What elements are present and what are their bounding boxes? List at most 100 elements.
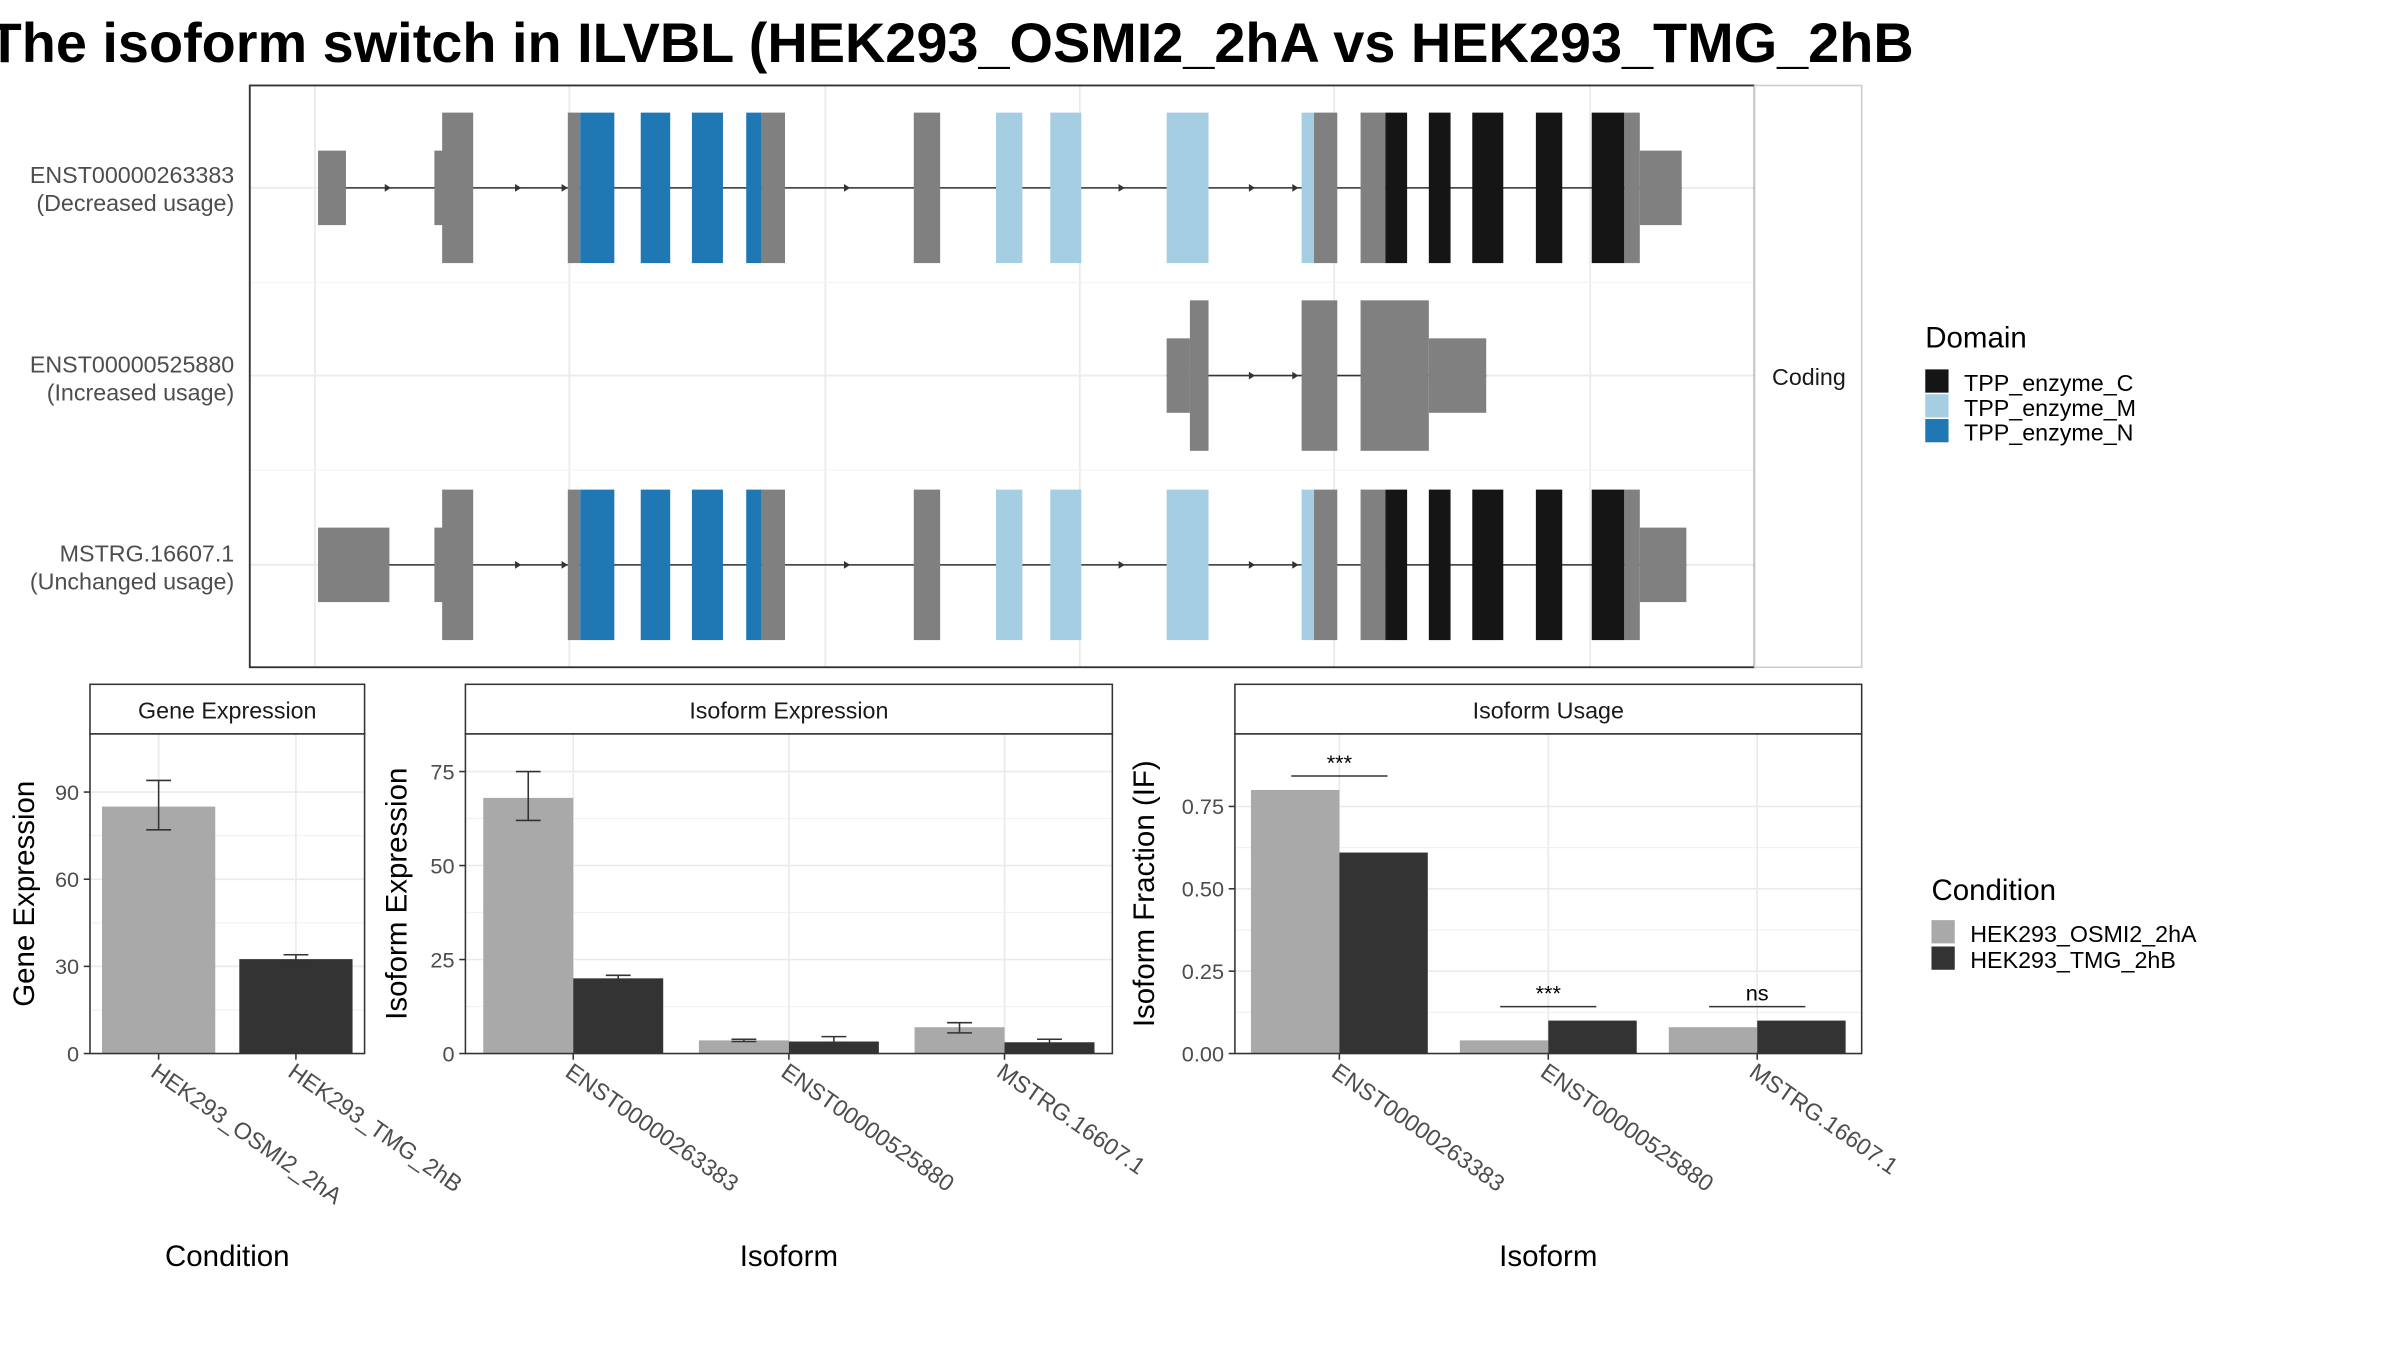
tx1-exon (442, 112, 474, 264)
tx3-strand-arrow (1248, 560, 1256, 569)
tx3-exon (1314, 489, 1338, 641)
condition-legend-label-a: HEK293_OSMI2_2hA (1970, 921, 2197, 947)
isoform-expression-y-label: Isoform Expression (380, 768, 413, 1020)
tx3-exon (691, 489, 723, 641)
bar (698, 1040, 789, 1054)
tx3-strand-arrow (1118, 560, 1125, 569)
bar (483, 797, 574, 1054)
isoform-usage-strip (1234, 683, 1863, 735)
y-tick-label: 60 (55, 867, 79, 892)
significance-label: *** (1327, 750, 1353, 775)
tx3-exon (318, 527, 390, 603)
isoform-expression-strip (464, 683, 1114, 735)
transcript-label-3-usage: (Unchanged usage) (30, 569, 234, 595)
gene-expression-strip (89, 683, 366, 735)
domain-legend-swatch-m (1925, 394, 1949, 418)
figure-title: The isoform switch in ILVBL (HEK293_OSMI… (0, 11, 1914, 74)
bar (1339, 852, 1428, 1054)
bar (1548, 1020, 1637, 1054)
transcript-label-2-id: ENST00000525880 (30, 351, 234, 377)
tx3-exon (761, 489, 786, 641)
tx2-strand-arrow (1292, 371, 1299, 380)
tx1-exon (1535, 112, 1563, 264)
tx1-exon (1385, 112, 1408, 264)
significance-label: ns (1746, 980, 1769, 1005)
bar (788, 1041, 879, 1054)
tx3-exon (580, 489, 615, 641)
tx1-exon (640, 112, 671, 264)
y-tick-label: 0.50 (1182, 877, 1224, 902)
tx3-exon (1535, 489, 1563, 641)
isoform-usage-bars: *** *** ns (1250, 750, 1846, 1054)
tx3-exon (746, 489, 762, 641)
tx1-strand-arrow (561, 183, 568, 192)
tx3-exon (1639, 527, 1687, 603)
isoform-usage-strip-title: Isoform Usage (1473, 697, 1624, 723)
transcript-label-1-id: ENST00000263383 (30, 162, 234, 188)
tx3-strand-arrow (515, 560, 522, 569)
tx1-exon (567, 112, 581, 264)
tx1-exon (913, 112, 941, 264)
domain-legend-swatch-c (1925, 369, 1949, 393)
isoform-expression-chart: Isoform Expression 0 25 50 75 ENST0000026338… (380, 683, 1150, 1273)
tx3-exon (1385, 489, 1408, 641)
transcript-label-2-usage: (Increased usage) (47, 379, 235, 405)
tx1-exon (1360, 112, 1386, 264)
condition-legend-label-b: HEK293_TMG_2hB (1970, 947, 2176, 973)
isoform-usage-y-label: Isoform Fraction (IF) (1128, 760, 1161, 1027)
isoform-expression-x-label: Isoform (740, 1240, 838, 1273)
tx1-exon (1050, 112, 1082, 264)
gene-expression-x-label: Condition (165, 1240, 290, 1273)
y-tick-label: 0.75 (1182, 794, 1224, 819)
bar (239, 959, 353, 1054)
domain-legend-label-m: TPP_enzyme_M (1964, 395, 2136, 421)
bar (573, 978, 664, 1054)
tx2-strand-arrow (1248, 371, 1256, 380)
tx3-exon (1360, 489, 1386, 641)
tx3-exon (1591, 489, 1625, 641)
transcript-label-3-id: MSTRG.16607.1 (60, 541, 235, 567)
tx2-exon (1360, 300, 1429, 451)
transcript-label-1-usage: (Decreased usage) (36, 190, 234, 216)
tx3-exon (434, 527, 444, 603)
significance-label: *** (1536, 980, 1562, 1005)
tx3-exon (567, 489, 581, 641)
y-tick-label: 25 (430, 947, 454, 972)
tx1-exon (691, 112, 723, 264)
tx1-strand-arrow (1248, 183, 1256, 192)
tx3-exon (640, 489, 671, 641)
tx3-strand-arrow (1292, 560, 1299, 569)
tx1-exon (761, 112, 786, 264)
tx1-exon (580, 112, 615, 264)
isoform-usage-chart: Isoform Usage *** *** ns 0.00 0.25 0.50 0.75 E… (1128, 683, 1903, 1273)
tx1-exon (1166, 112, 1209, 264)
gene-expression-bars (102, 779, 353, 1054)
condition-legend-title: Condition (1931, 874, 2056, 907)
isoform-expression-bars (483, 770, 1095, 1054)
x-tick-label: ENST00000263383 (561, 1058, 743, 1197)
tx1-exon (1591, 112, 1625, 264)
transcript-models (318, 112, 1687, 641)
tx1-exon (318, 150, 346, 226)
tx1-exon (1314, 112, 1338, 264)
tx3-exon (913, 489, 941, 641)
tx1-exon (746, 112, 762, 264)
tx1-exon (1301, 112, 1315, 264)
tx2-exon (1189, 300, 1209, 451)
x-tick-label: ENST00000525880 (777, 1058, 959, 1197)
condition-legend-swatch-b (1931, 946, 1955, 970)
tx1-exon (434, 150, 444, 226)
tx2-exon (1301, 300, 1338, 451)
tx3-exon (1428, 489, 1451, 641)
isoform-usage-x-label: Isoform (1499, 1240, 1597, 1273)
tx3-exon (1166, 489, 1209, 641)
tx1-strand-arrow (1118, 183, 1125, 192)
tx1-strand-arrow (384, 183, 391, 192)
tx2-exon (1166, 338, 1190, 413)
tx1-strand-arrow (1292, 183, 1299, 192)
bar (1004, 1042, 1095, 1054)
tx1-strand-arrow (515, 183, 522, 192)
tx3-exon (1472, 489, 1504, 641)
